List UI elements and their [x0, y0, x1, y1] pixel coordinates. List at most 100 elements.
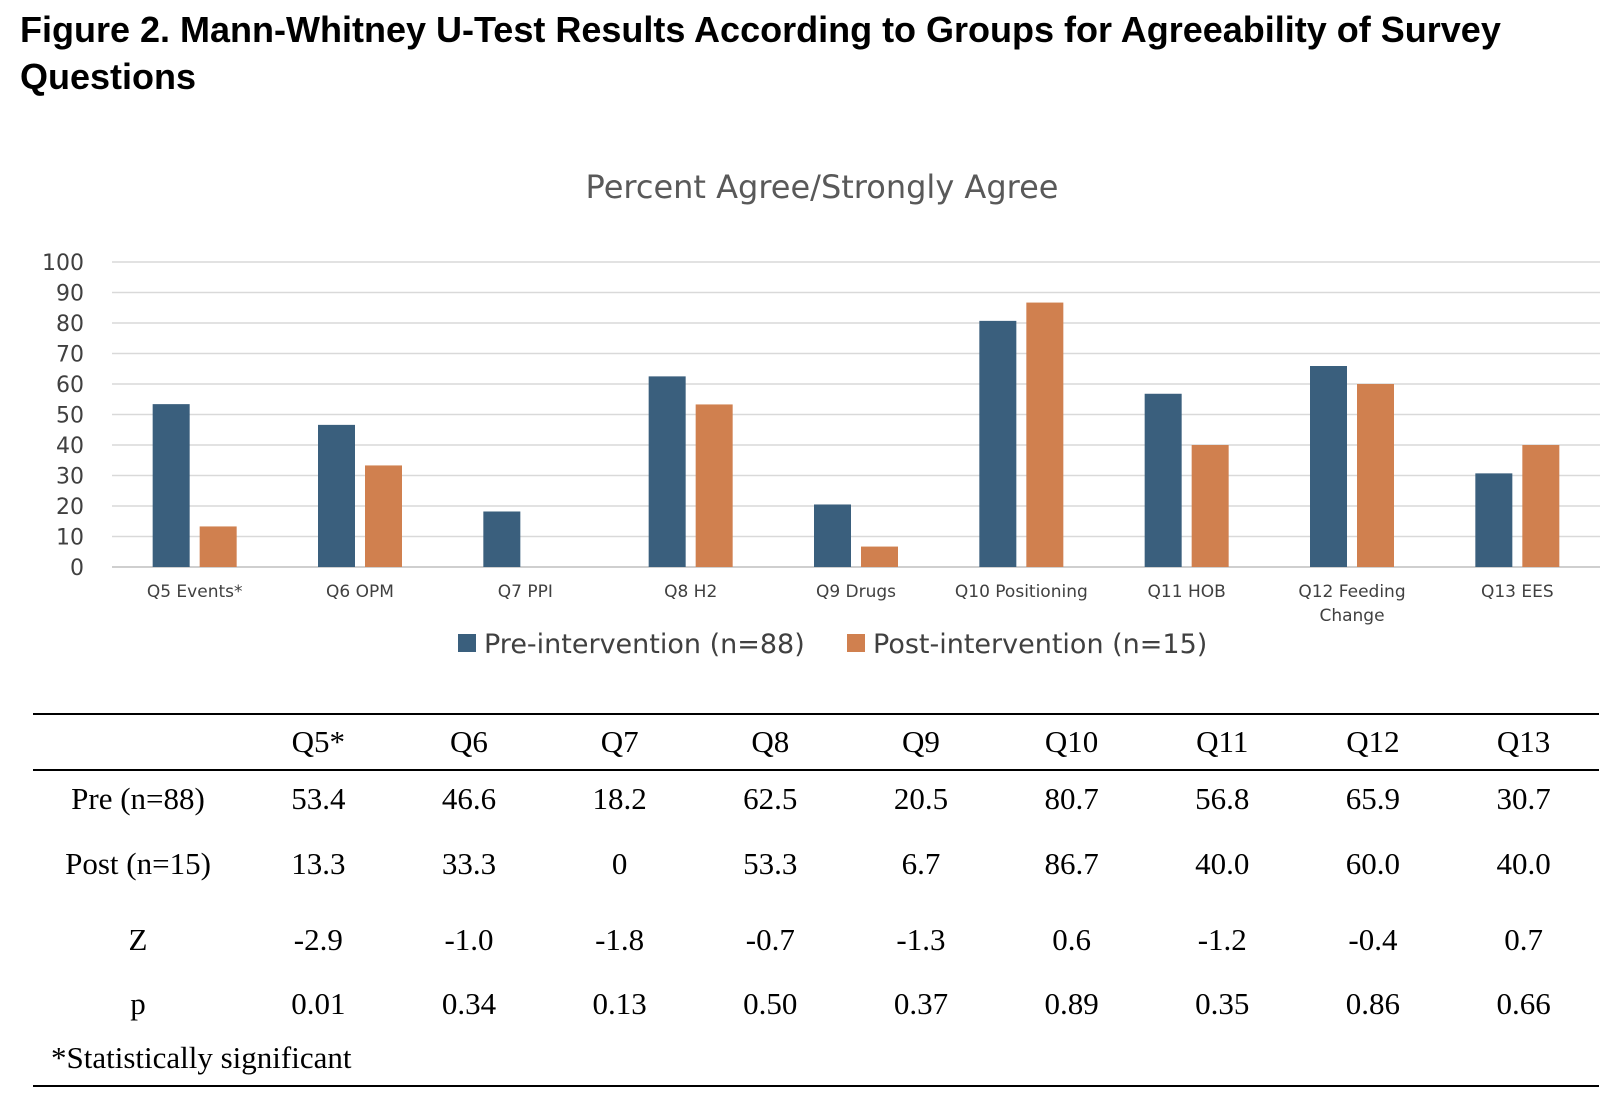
y-tick-label: 70	[56, 343, 84, 368]
table-cell: -0.4	[1348, 922, 1398, 957]
bar-chart: Percent Agree/Strongly Agree 0 10 20 30 40 50…	[42, 168, 1600, 660]
bar-post	[1357, 384, 1394, 567]
bar-post	[861, 546, 898, 567]
table-cell: 53.3	[743, 846, 798, 881]
table-cell: 56.8	[1195, 780, 1250, 816]
table-cell: 86.7	[1044, 846, 1099, 881]
bar-pre	[814, 504, 851, 567]
y-axis-tick-labels: 0 10 20 30 40 50 60 70 80 90 100	[42, 251, 84, 581]
table-footnote-row: *Statistically significant	[33, 1030, 1599, 1087]
bar-pre	[1310, 366, 1347, 567]
table-header-cell: Q7	[544, 713, 695, 771]
chart-title: Percent Agree/Strongly Agree	[586, 168, 1059, 206]
results-table: Q5* Q6 Q7 Q8 Q9 Q10 Q11 Q12 Q13 Pre (n=8…	[33, 713, 1599, 1087]
table-cell: 62.5	[743, 780, 798, 816]
table-row-p: p 0.01 0.34 0.13 0.50 0.37 0.89 0.35 0.8…	[33, 978, 1599, 1030]
table-cell: 18.2	[592, 780, 647, 816]
table-header-cell: Q5*	[243, 713, 394, 771]
bar-post	[365, 465, 402, 567]
table-row-pre: Pre (n=88) 53.4 46.6 18.2 62.5 20.5 80.7…	[33, 770, 1599, 826]
table-row-post: Post (n=15) 13.3 33.3 0 53.3 6.7 86.7 40…	[33, 826, 1599, 902]
table-cell: 53.4	[291, 780, 346, 816]
table-cell: 0.7	[1504, 922, 1543, 957]
row-label: Z	[128, 922, 148, 957]
table-cell: -0.7	[745, 922, 795, 957]
y-tick-label: 100	[42, 251, 84, 276]
table-cell: 0.66	[1496, 986, 1551, 1021]
y-tick-label: 90	[56, 282, 84, 307]
table-cell: 0.34	[441, 986, 497, 1021]
row-label: p	[130, 986, 146, 1021]
bar-pre	[979, 320, 1017, 567]
table-cell: 0.6	[1052, 922, 1091, 957]
bar-post	[695, 404, 733, 567]
table-header-cell: Q9	[845, 713, 997, 771]
legend-swatch	[458, 634, 476, 652]
table-cell: 0.13	[592, 986, 647, 1021]
table-cell: 0.01	[291, 986, 346, 1021]
table-row-z: Z -2.9 -1.0 -1.8 -0.7 -1.3 0.6 -1.2 -0.4…	[33, 902, 1599, 978]
table-cell: 65.9	[1345, 780, 1401, 816]
x-tick-label: Q9 Drugs	[816, 582, 896, 602]
table-cell: 80.7	[1044, 780, 1099, 816]
table-cell: 0.86	[1345, 986, 1401, 1021]
table-cell: 0.50	[743, 986, 798, 1021]
y-tick-label: 10	[56, 526, 84, 551]
x-axis-tick-labels: Q5 Events* Q6 OPM Q7 PPI Q8 H2 Q9 Drugs Q10 P…	[147, 582, 1554, 626]
y-tick-label: 30	[56, 465, 84, 490]
bars	[152, 302, 1560, 567]
table-cell: -1.8	[595, 922, 645, 957]
table-footnote: *Statistically significant	[33, 1030, 1599, 1087]
x-tick-label: Q7 PPI	[498, 582, 553, 602]
table-header-cell: Q11	[1146, 713, 1298, 771]
bar-post	[1026, 302, 1064, 567]
table-header-cell: Q12	[1297, 713, 1449, 771]
y-tick-label: 60	[56, 373, 84, 398]
table-cell: -1.3	[896, 922, 946, 957]
table-cell: 0	[611, 846, 628, 881]
grid-lines	[112, 261, 1600, 568]
y-tick-label: 80	[56, 312, 84, 337]
table-cell: 0.37	[893, 986, 949, 1021]
bar-pre	[1144, 393, 1182, 567]
table-cell: 40.0	[1496, 846, 1551, 881]
table-cell: 6.7	[901, 846, 941, 881]
x-tick-label: Q13 EES	[1481, 582, 1554, 602]
bar-pre	[483, 511, 521, 567]
table-header-row: Q5* Q6 Q7 Q8 Q9 Q10 Q11 Q12 Q13	[33, 713, 1599, 771]
table-cell: 46.6	[441, 780, 497, 816]
x-tick-label: Q10 Positioning	[955, 582, 1088, 602]
table-cell: -1.0	[444, 922, 494, 957]
y-tick-label: 20	[56, 495, 84, 520]
bar-pre	[648, 376, 686, 567]
table-header-cell: Q10	[996, 713, 1147, 771]
bar-post	[199, 526, 237, 567]
table-cell: 40.0	[1195, 846, 1250, 881]
x-tick-label: Q12 Feeding Change	[1298, 582, 1405, 626]
y-tick-label: 40	[56, 434, 84, 459]
table-cell: 13.3	[291, 846, 346, 881]
y-tick-label: 0	[70, 556, 84, 581]
bar-pre	[152, 404, 190, 567]
figure-title: Figure 2. Mann-Whitney U-Test Results Ac…	[20, 9, 1501, 97]
legend: Pre-intervention (n=88) Post-intervention…	[458, 629, 1207, 660]
bar-pre	[318, 424, 355, 567]
table-cell: 30.7	[1496, 780, 1551, 816]
x-tick-label: Q6 OPM	[326, 582, 394, 602]
table-header-cell: Q6	[393, 713, 545, 771]
table-cell: -1.2	[1197, 922, 1247, 957]
table-cell: 0.89	[1044, 986, 1099, 1021]
bar-post	[1191, 445, 1229, 567]
y-tick-label: 50	[56, 404, 84, 429]
x-tick-label: Q8 H2	[664, 582, 717, 602]
x-tick-label: Q5 Events*	[147, 582, 243, 602]
row-label: Post (n=15)	[65, 846, 211, 881]
table-cell: 60.0	[1345, 846, 1401, 881]
table-header-cell: Q13	[1448, 713, 1599, 771]
bar-pre	[1475, 473, 1513, 567]
legend-label: Pre-intervention (n=88)	[484, 629, 805, 660]
bar-post	[1522, 445, 1560, 567]
table-header-cell: Q8	[694, 713, 846, 771]
table-cell: -2.9	[293, 922, 343, 957]
table-header-cell	[33, 713, 243, 771]
